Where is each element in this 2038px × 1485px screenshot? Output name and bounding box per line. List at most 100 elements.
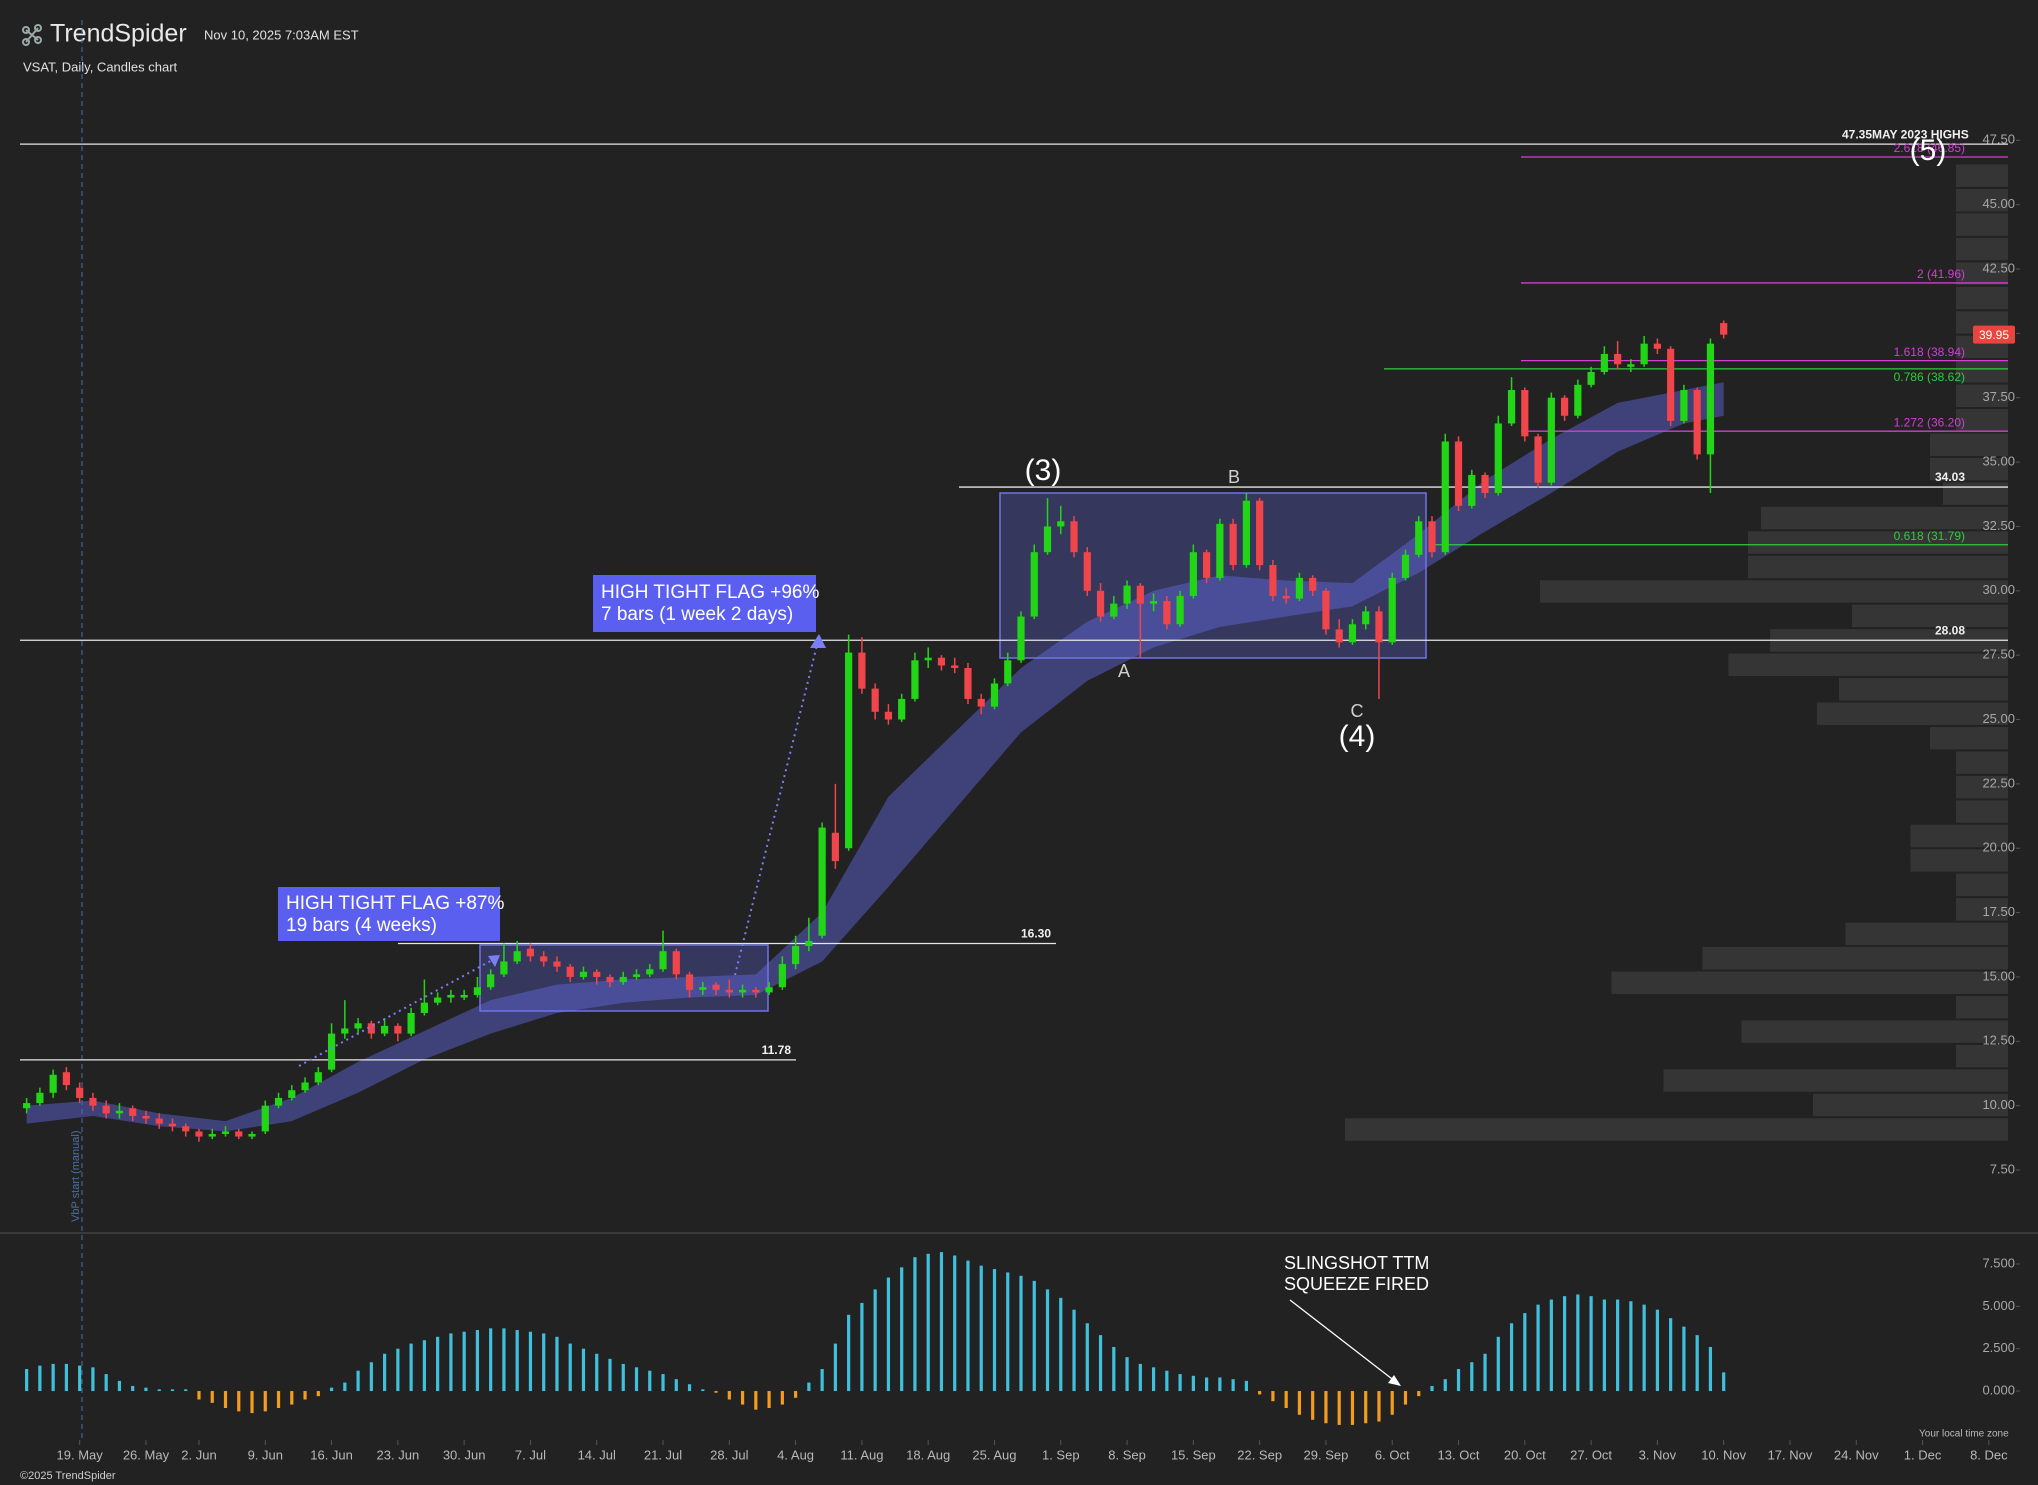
momentum-bar: [847, 1314, 851, 1392]
momentum-bar: [1231, 1379, 1235, 1392]
candle-body: [36, 1092, 44, 1104]
y-tick-label: 5.000: [1982, 1298, 2015, 1313]
y-tick-label: 22.50: [1982, 775, 2015, 790]
candle-body: [1004, 660, 1012, 684]
volume-profile-bar: [1956, 995, 2008, 1019]
candle-body: [1282, 595, 1290, 599]
momentum-bar: [953, 1255, 957, 1392]
candle-body: [1322, 590, 1330, 630]
candle-body: [526, 948, 535, 957]
volume-profile-bar: [1930, 433, 2008, 456]
momentum-bar: [794, 1391, 798, 1398]
momentum-bar: [343, 1382, 347, 1392]
wave-label: (4): [1339, 720, 1376, 753]
volume-profile-bar: [1540, 580, 2008, 603]
fib-label: 2.618 (46.85): [1894, 141, 1965, 155]
candle-body: [1057, 521, 1065, 527]
momentum-bar: [78, 1365, 82, 1392]
fib-label: 0.618 (31.79): [1894, 529, 1965, 543]
volume-profile-bar: [1956, 286, 2008, 310]
momentum-bar: [913, 1257, 917, 1392]
candle-body: [1309, 577, 1317, 591]
candle-body: [367, 1023, 375, 1034]
y-tick-label: 15.00: [1982, 968, 2015, 983]
volume-profile-bar: [1956, 751, 2008, 774]
momentum-bar: [369, 1362, 373, 1392]
candle-body: [831, 832, 839, 862]
momentum-bar: [316, 1391, 320, 1397]
candle-body: [1494, 423, 1502, 493]
candle-body: [447, 994, 455, 998]
candle-body: [805, 940, 813, 947]
y-tick-label: 27.50: [1982, 647, 2015, 662]
momentum-bar: [1669, 1318, 1673, 1392]
momentum-bar: [1284, 1391, 1288, 1408]
candle-body: [898, 698, 906, 720]
candle-body: [1083, 552, 1091, 591]
fib-label: 1.618 (38.94): [1894, 345, 1965, 359]
momentum-bar: [820, 1369, 824, 1392]
flag-box: [999, 492, 1427, 659]
candle-body: [977, 698, 985, 707]
fib-label: 2 (41.96): [1917, 267, 1965, 281]
candle-body: [1521, 390, 1529, 437]
momentum-bar: [979, 1265, 983, 1392]
momentum-bar: [621, 1363, 625, 1392]
y-tick-label: 47.50: [1982, 132, 2015, 147]
candle-body: [1017, 616, 1025, 661]
x-tick-label: 6. Oct: [1375, 1447, 1410, 1462]
candle-body: [513, 951, 521, 962]
x-tick-label: 1. Sep: [1042, 1447, 1080, 1462]
candle-body: [619, 976, 627, 983]
flag-callout-text: 19 bars (4 weeks): [286, 915, 437, 936]
candle-body: [1388, 577, 1396, 643]
candle-body: [1507, 390, 1516, 424]
squeeze-note: SQUEEZE FIRED: [1284, 1274, 1429, 1294]
momentum-bar: [157, 1389, 161, 1392]
momentum-bar: [1390, 1391, 1394, 1415]
candle-body: [1706, 343, 1715, 455]
candle-body: [76, 1087, 84, 1098]
level-label: 28.08: [1935, 623, 1965, 637]
momentum-bar: [1006, 1272, 1010, 1392]
momentum-bar: [1271, 1391, 1275, 1402]
volume-profile-bar: [1956, 384, 2008, 408]
candle-body: [1468, 474, 1476, 506]
momentum-bar: [648, 1370, 652, 1392]
x-tick-label: 29. Sep: [1304, 1447, 1349, 1462]
momentum-bar: [595, 1353, 599, 1392]
momentum-bar: [38, 1365, 42, 1392]
volume-profile-bar: [1956, 262, 2008, 285]
candle-body: [407, 1012, 415, 1034]
momentum-bar: [1456, 1369, 1461, 1392]
momentum-bar: [860, 1302, 864, 1392]
momentum-bar: [1536, 1304, 1540, 1392]
volume-profile-bar: [1748, 531, 2008, 554]
level-note: MAY 2023 HIGHS: [1872, 127, 1969, 141]
x-tick-label: 14. Jul: [578, 1447, 616, 1462]
flag-callout: [593, 575, 816, 632]
y-tick-label: 35.00: [1982, 454, 2015, 469]
candle-body: [566, 966, 574, 977]
momentum-bar: [608, 1358, 612, 1392]
volume-profile-bar: [1761, 506, 2008, 530]
momentum-bar: [1470, 1362, 1474, 1392]
momentum-bar: [1045, 1289, 1050, 1392]
copyright: ©2025 TrendSpider: [20, 1470, 116, 1482]
y-tick-label: 32.50: [1982, 518, 2015, 533]
candle-body: [778, 964, 786, 988]
momentum-bar: [1523, 1313, 1527, 1392]
momentum-bar: [1165, 1370, 1169, 1392]
momentum-bar: [422, 1340, 426, 1392]
candle-body: [858, 652, 866, 689]
projection-arrow: [734, 644, 818, 976]
candle-body: [937, 657, 946, 666]
candle-body: [208, 1133, 216, 1137]
momentum-bar: [1112, 1346, 1116, 1392]
volume-profile-bar: [1956, 164, 2008, 187]
fib-label: 0.786 (38.62): [1894, 370, 1965, 384]
candle-body: [1587, 371, 1595, 385]
momentum-bar: [542, 1333, 546, 1392]
x-tick-label: 3. Nov: [1639, 1447, 1677, 1462]
